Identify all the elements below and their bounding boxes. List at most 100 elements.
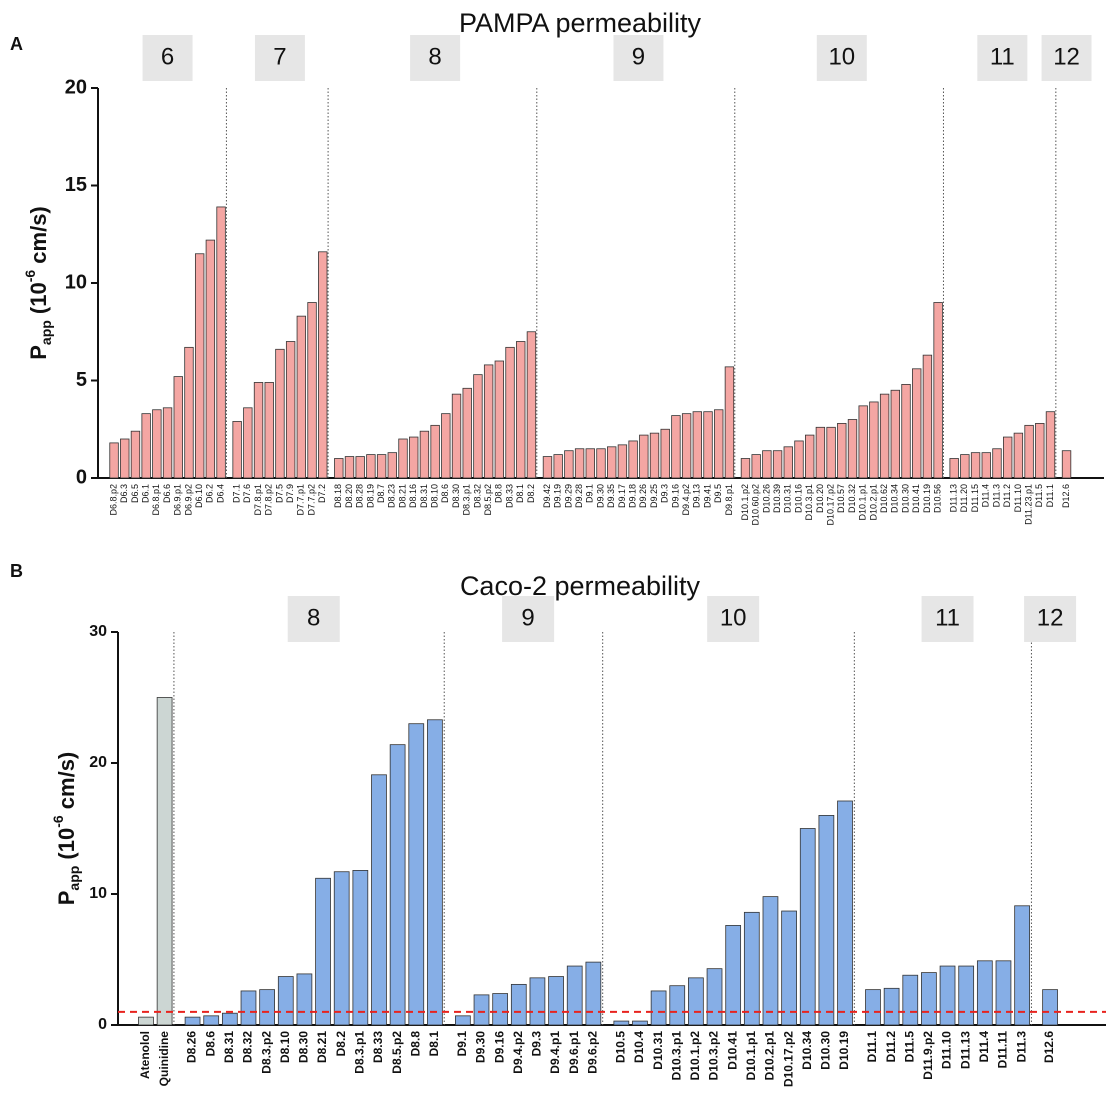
x-tick-label: D10.16 bbox=[793, 484, 803, 513]
x-tick-label: D8.21 bbox=[397, 484, 407, 508]
y-axis-label: Papp (10-6 cm/s) bbox=[22, 206, 54, 360]
bar bbox=[649, 432, 660, 479]
bar bbox=[334, 458, 344, 479]
bar bbox=[371, 774, 387, 1026]
bar bbox=[1014, 905, 1030, 1026]
x-tick-label: D8.32 bbox=[241, 1031, 255, 1063]
bar bbox=[681, 413, 692, 479]
bar bbox=[483, 364, 494, 479]
x-tick-label: D11.10 bbox=[940, 1031, 954, 1069]
x-tick-label: D8.21 bbox=[315, 1031, 329, 1063]
bar bbox=[138, 1016, 154, 1026]
bar bbox=[669, 985, 686, 1026]
bar bbox=[922, 354, 933, 479]
bar bbox=[995, 960, 1012, 1026]
group-label: 10 bbox=[720, 604, 747, 631]
x-tick-label: D10.30 bbox=[819, 1031, 833, 1070]
x-tick-label: D8.30 bbox=[297, 1031, 311, 1063]
x-tick-label: D11.3 bbox=[1014, 1031, 1028, 1063]
bar bbox=[939, 965, 956, 1026]
x-tick-label: D9.35 bbox=[606, 484, 616, 508]
x-tick-label: D9.6.p1 bbox=[567, 1031, 581, 1074]
bar bbox=[751, 454, 761, 479]
x-tick-label: D6.9.p2 bbox=[183, 484, 193, 516]
y-axis-label-part: cm/s) bbox=[54, 752, 79, 816]
x-tick-label: D10.26 bbox=[761, 484, 771, 513]
x-tick-label: D8.3.p2 bbox=[259, 1031, 273, 1074]
bar bbox=[130, 430, 141, 479]
x-tick-label: D8.3.p1 bbox=[462, 484, 472, 516]
group-label-box bbox=[707, 596, 760, 642]
group-label: 10 bbox=[828, 43, 855, 70]
x-tick-label: D8.8 bbox=[408, 1031, 422, 1057]
x-tick-label: D12.6 bbox=[1042, 1031, 1056, 1063]
bar bbox=[352, 870, 369, 1026]
bar bbox=[542, 456, 553, 479]
x-tick-label: D8.32 bbox=[472, 484, 482, 508]
bar bbox=[585, 961, 602, 1026]
x-tick-label: D9.19 bbox=[553, 484, 563, 508]
group-label-box bbox=[254, 35, 305, 81]
x-tick-label: D10.1.p1 bbox=[858, 484, 868, 521]
x-tick-label: D8.5.p2 bbox=[483, 484, 493, 516]
bar bbox=[596, 448, 606, 479]
x-tick-label: D10.19 bbox=[922, 484, 932, 513]
x-tick-label: D11.13 bbox=[949, 484, 959, 512]
bar bbox=[815, 426, 826, 479]
bar bbox=[355, 456, 365, 479]
group-label: 12 bbox=[1053, 43, 1080, 70]
bar bbox=[837, 800, 853, 1026]
bar bbox=[1045, 411, 1056, 479]
bar bbox=[607, 446, 617, 479]
x-tick-label: D11.11 bbox=[996, 1031, 1010, 1069]
group-label-box bbox=[287, 596, 340, 642]
x-tick-label: D8.18 bbox=[333, 484, 343, 508]
x-tick-label: D11.1 bbox=[1045, 484, 1055, 507]
x-tick-label: D10.17.p2 bbox=[825, 484, 835, 526]
x-tick-label: D10.39 bbox=[772, 484, 782, 513]
bar bbox=[740, 458, 751, 479]
bar bbox=[837, 422, 847, 479]
bar bbox=[253, 382, 264, 479]
x-tick-label: D6.8.p2 bbox=[108, 484, 118, 516]
x-tick-label: D8.20 bbox=[344, 484, 354, 508]
y-axis-label-part: (10 bbox=[54, 828, 79, 866]
bar bbox=[398, 438, 408, 479]
x-tick-label: D10.30 bbox=[900, 484, 910, 513]
bar bbox=[613, 1020, 630, 1026]
bar bbox=[1035, 422, 1045, 479]
x-tick-label: D6.6 bbox=[162, 484, 172, 503]
bar bbox=[976, 960, 993, 1026]
x-tick-label: D8.23 bbox=[387, 484, 397, 508]
x-tick-label: D10.17.p2 bbox=[781, 1031, 795, 1087]
bar bbox=[703, 411, 713, 479]
bar bbox=[794, 440, 804, 479]
group-label-box bbox=[142, 35, 193, 81]
bar bbox=[772, 450, 783, 479]
group-label-box bbox=[1024, 596, 1077, 642]
x-tick-label: D10.19 bbox=[837, 1031, 851, 1070]
y-axis-label-part: P bbox=[26, 345, 51, 360]
x-tick-label: D8.6 bbox=[440, 484, 450, 503]
x-tick-label: D9.29 bbox=[563, 484, 573, 508]
bar bbox=[221, 1012, 238, 1026]
bar bbox=[205, 239, 216, 479]
bar bbox=[725, 925, 742, 1026]
bar bbox=[671, 415, 681, 479]
group-label: 9 bbox=[632, 43, 645, 70]
y-tick-label: 30 bbox=[89, 623, 107, 640]
bar bbox=[921, 972, 937, 1026]
bar bbox=[553, 454, 563, 479]
bar bbox=[912, 368, 922, 479]
bar bbox=[232, 421, 242, 479]
x-tick-label: D7.2 bbox=[317, 484, 327, 503]
y-tick-label: 0 bbox=[98, 1016, 107, 1033]
x-tick-label: D8.16 bbox=[408, 484, 418, 508]
x-tick-label: D8.1 bbox=[427, 1031, 441, 1057]
bar bbox=[216, 206, 226, 479]
x-tick-label: D9.4.p2 bbox=[511, 1031, 525, 1074]
bar bbox=[387, 452, 397, 479]
bar bbox=[264, 382, 274, 479]
bar bbox=[366, 454, 376, 479]
